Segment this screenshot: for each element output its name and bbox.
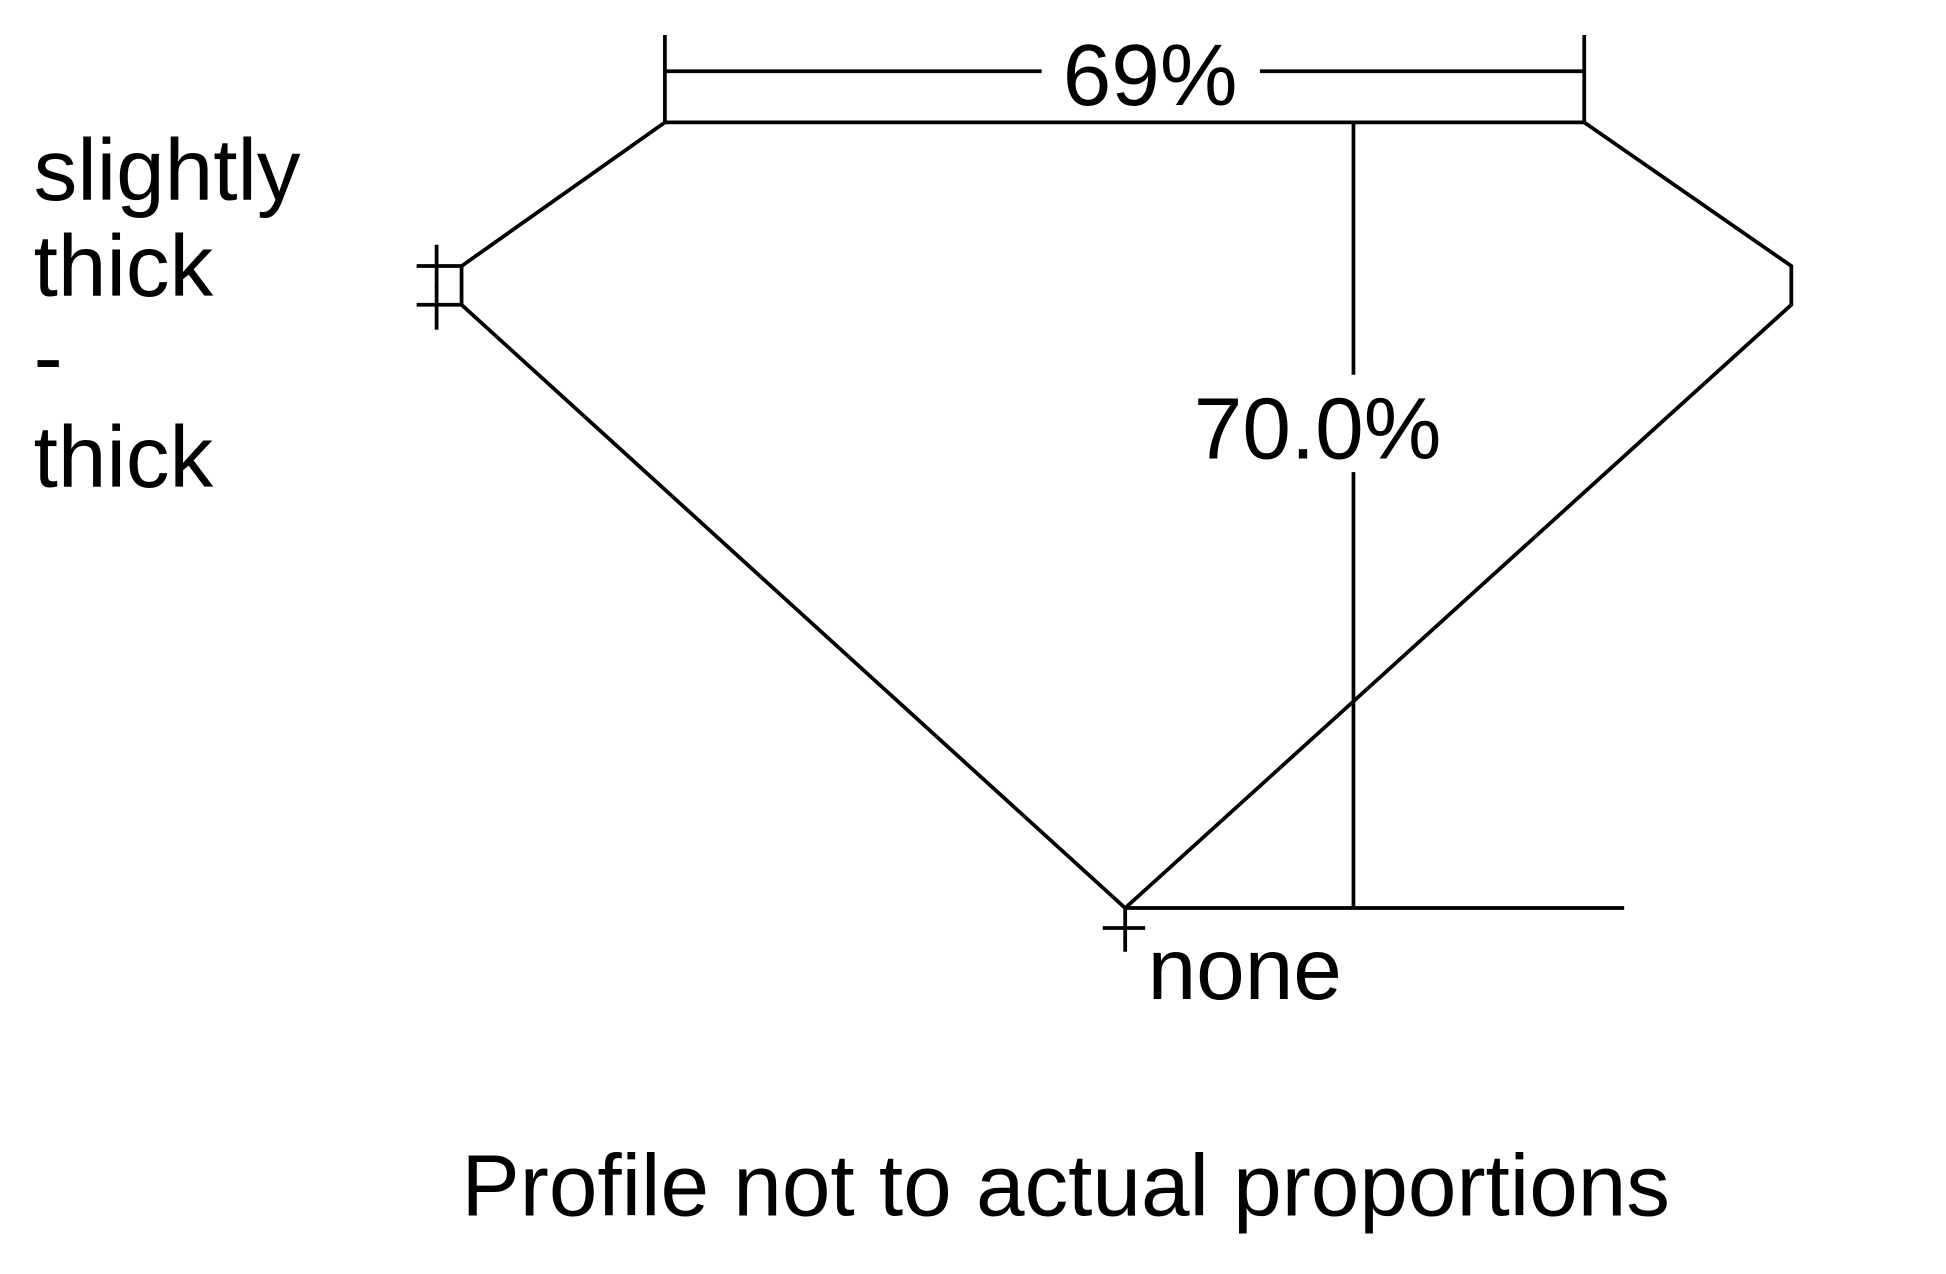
girdle-label-line-3: - xyxy=(34,308,63,406)
table-percent-label: 69% xyxy=(1063,26,1238,124)
culet-label: none xyxy=(1148,920,1342,1018)
girdle-label-line-1: slightly xyxy=(34,121,301,219)
girdle-label-line-4: thick xyxy=(34,408,214,506)
depth-percent-label: 70.0% xyxy=(1194,379,1442,477)
gem-outline xyxy=(459,120,1794,911)
girdle-label-line-2: thick xyxy=(34,217,214,315)
footnote: Profile not to actual proportions xyxy=(462,1136,1670,1234)
